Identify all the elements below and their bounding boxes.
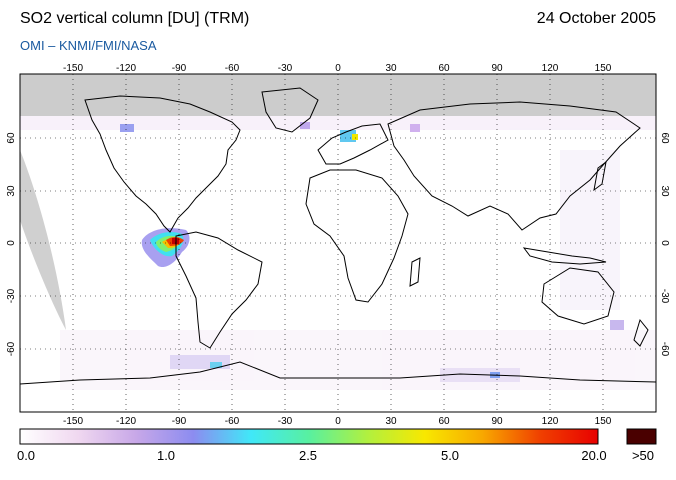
lon-tick-top: -90 [172, 63, 187, 74]
lon-tick-bottom: 0 [335, 416, 341, 427]
lon-tick-bottom: 60 [438, 416, 450, 427]
lat-tick-right: -60 [659, 342, 670, 357]
lon-tick-bottom: 30 [385, 416, 397, 427]
lon-tick-top: 120 [542, 63, 559, 74]
colorbar-label: 0.0 [16, 448, 36, 463]
lon-tick-top: 90 [491, 63, 503, 74]
lon-tick-top: 150 [595, 63, 612, 74]
lon-axis-top: -150 -120 -90 -60 -30 0 30 60 90 120 150 [63, 63, 612, 74]
lon-tick-bottom: -90 [172, 416, 187, 427]
colorbar-overflow-label: >50 [631, 448, 655, 463]
map-date: 24 October 2005 [536, 10, 656, 27]
lon-axis-bottom: -150 -120 -90 -60 -30 0 30 60 90 120 150 [63, 416, 612, 427]
colorbar-label: 1.0 [156, 448, 176, 463]
lat-axis-right: 60 30 0 -30 -60 [659, 132, 670, 356]
lon-tick-top: 30 [385, 63, 397, 74]
map-border [19, 73, 657, 413]
colorbar-overflow-swatch [626, 428, 657, 445]
lat-tick-right: 60 [659, 132, 670, 144]
lat-tick-right: 30 [659, 185, 670, 197]
lon-tick-top: -150 [63, 63, 83, 74]
colorbar-label: 20.0 [581, 448, 607, 463]
lat-axis-left: 60 30 0 -30 -60 [6, 132, 17, 356]
so2-plume [141, 228, 190, 268]
no-data-wedge [20, 150, 66, 330]
lat-tick-left: 30 [6, 185, 17, 197]
coastlines [20, 87, 656, 385]
lon-tick-top: -60 [225, 63, 240, 74]
lat-tick-left: 60 [6, 132, 17, 144]
lon-tick-bottom: -30 [278, 416, 293, 427]
lat-tick-right: 0 [659, 240, 670, 246]
colorbar-label: 2.5 [298, 448, 318, 463]
lon-tick-bottom: -60 [225, 416, 240, 427]
lon-tick-bottom: -120 [116, 416, 136, 427]
lon-tick-top: 60 [438, 63, 450, 74]
lon-tick-top: 0 [335, 63, 341, 74]
lat-tick-left: -60 [6, 341, 17, 356]
lon-tick-top: -30 [278, 63, 293, 74]
colorbar-label: 5.0 [440, 448, 460, 463]
lat-tick-left: 0 [6, 240, 17, 246]
lon-tick-bottom: 150 [595, 416, 612, 427]
lat-tick-right: -30 [659, 289, 670, 304]
map-title: SO2 vertical column [DU] (TRM) [20, 10, 250, 27]
lon-tick-bottom: 120 [542, 416, 559, 427]
data-credit: OMI – KNMI/FMI/NASA [20, 38, 157, 53]
graticule [20, 74, 656, 412]
lon-tick-top: -120 [116, 63, 136, 74]
lat-tick-left: -30 [6, 288, 17, 303]
lon-tick-bottom: 90 [491, 416, 503, 427]
colorbar [19, 428, 599, 445]
lon-tick-bottom: -150 [63, 416, 83, 427]
